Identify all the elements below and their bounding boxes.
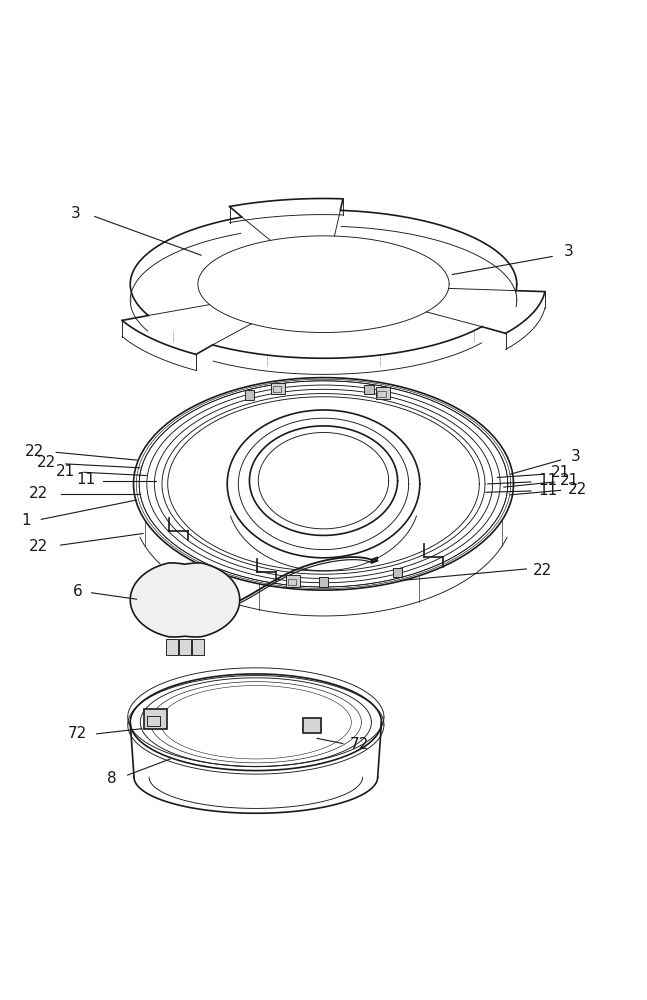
- Text: 21: 21: [560, 473, 579, 488]
- Bar: [286, 575, 300, 587]
- Text: 11: 11: [538, 473, 557, 488]
- Text: 22: 22: [25, 444, 45, 459]
- Bar: [144, 709, 167, 729]
- Text: 72: 72: [68, 726, 87, 741]
- Bar: [147, 716, 160, 726]
- Bar: [393, 568, 402, 577]
- Text: 21: 21: [56, 464, 76, 479]
- Text: 22: 22: [37, 455, 56, 470]
- Text: 3: 3: [571, 449, 581, 464]
- Text: 72: 72: [349, 737, 369, 752]
- Text: 3: 3: [71, 206, 80, 221]
- Text: 6: 6: [72, 584, 82, 599]
- Bar: [166, 639, 178, 655]
- Bar: [270, 383, 285, 394]
- Bar: [288, 579, 296, 585]
- Text: 22: 22: [29, 539, 49, 554]
- Text: 22: 22: [568, 482, 587, 497]
- Text: 22: 22: [29, 486, 49, 501]
- Bar: [375, 387, 389, 399]
- Polygon shape: [130, 563, 240, 637]
- Bar: [377, 391, 386, 397]
- Bar: [272, 386, 281, 392]
- Text: 11: 11: [538, 483, 557, 498]
- Text: 21: 21: [551, 465, 570, 480]
- Bar: [192, 639, 204, 655]
- Text: 11: 11: [77, 472, 96, 487]
- Text: 22: 22: [533, 563, 552, 578]
- Bar: [245, 390, 254, 400]
- Bar: [179, 639, 191, 655]
- Text: 8: 8: [107, 771, 117, 786]
- Text: 3: 3: [564, 244, 573, 259]
- Bar: [364, 385, 373, 394]
- Text: 1: 1: [21, 513, 30, 528]
- Bar: [303, 718, 322, 733]
- Bar: [319, 577, 328, 587]
